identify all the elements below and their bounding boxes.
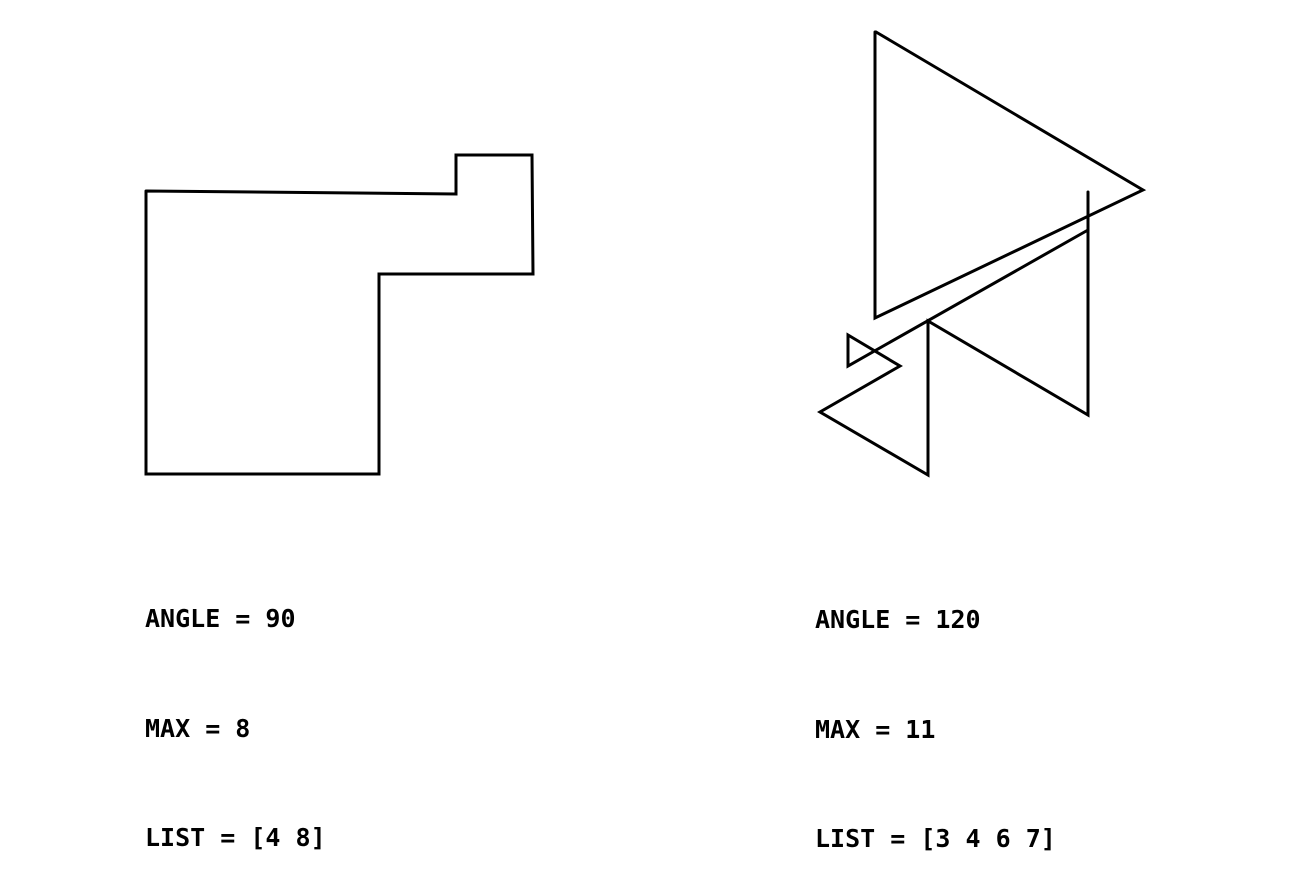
path-figure-angle-120-segment <box>817 190 1090 478</box>
angle-label: ANGLE = 120 <box>815 605 981 634</box>
path-figure-angle-120 <box>873 30 1147 321</box>
path-figure-angle-90 <box>144 153 535 476</box>
list-label: LIST = [3 4 6 7] <box>815 824 1056 853</box>
drawing-canvas <box>144 30 1147 478</box>
caption-figure-angle-120: ANGLE = 120 MAX = 11 LIST = [3 4 6 7] <box>815 529 1056 894</box>
max-label: MAX = 8 <box>145 713 251 743</box>
list-label: LIST = [4 8] <box>145 823 326 852</box>
max-label: MAX = 11 <box>815 714 936 744</box>
caption-figure-angle-90: ANGLE = 90 MAX = 8 LIST = [4 8] <box>145 528 326 893</box>
angle-label: ANGLE = 90 <box>145 604 296 633</box>
